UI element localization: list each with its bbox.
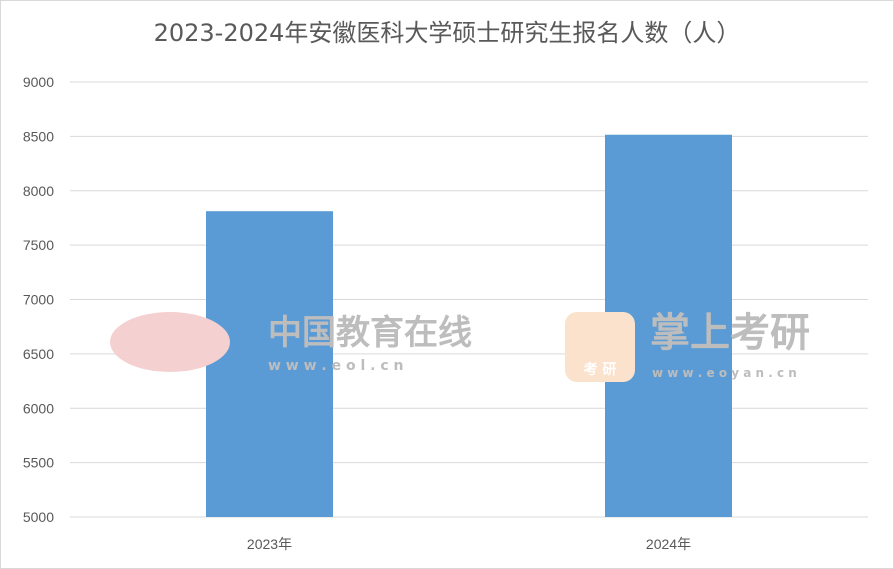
kaoyan-watermark-url: w w w . e o y a n . c n [652,366,797,380]
bar-2023年 [206,211,333,517]
y-tick-label: 7000 [23,292,54,308]
kaoyan-logo: 考 研 [565,312,635,382]
x-tick-label: 2024年 [646,536,691,552]
y-tick-label: 7500 [23,237,54,253]
y-tick-label: 8500 [23,128,54,144]
y-tick-label: 9000 [23,74,54,90]
chart-title: 2023-2024年安徽医科大学硕士研究生报名人数（人） [153,19,741,47]
eol-watermark-url: w w w . e o l . c n [268,358,404,374]
y-tick-label: 5000 [23,509,54,525]
y-tick-label: 8000 [23,183,54,199]
y-tick-label: 6000 [23,400,54,416]
eol-logo [110,312,230,372]
x-tick-label: 2023年 [247,536,292,552]
kaoyan-watermark-name: 掌上考研 [650,310,810,356]
y-tick-label: 5500 [23,455,54,471]
y-tick-label: 6500 [23,346,54,362]
eol-watermark-name: 中国教育在线 [268,313,472,353]
